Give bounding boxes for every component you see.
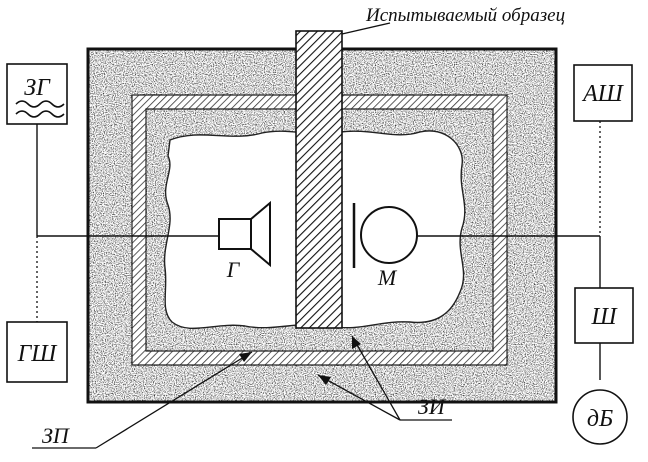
specimen-label: Испытываемый образец — [365, 5, 565, 26]
noise-generator-box-label: ГШ — [17, 341, 59, 367]
soundproof-label: ЗП — [42, 423, 70, 448]
test-specimen — [295, 30, 343, 329]
noise-meter-box: Ш — [574, 287, 634, 344]
speaker-label: Г — [226, 257, 241, 282]
dotted-links — [36, 121, 601, 322]
noise-generator-box: ГШ — [6, 321, 68, 383]
microphone-icon — [352, 203, 418, 268]
microphone-label: М — [377, 265, 398, 290]
db-meter: дБ — [572, 389, 628, 445]
generator-box: ЗГ — [6, 63, 68, 125]
db-meter-label: дБ — [587, 406, 613, 432]
analyzer-box: АШ — [573, 64, 633, 122]
leader-lines — [32, 22, 452, 449]
analyzer-box-label: АШ — [581, 81, 625, 107]
wiring — [36, 124, 601, 380]
generator-box-label: ЗГ — [24, 75, 51, 101]
sound-insulation-label: ЗИ — [418, 394, 446, 419]
speaker-icon — [218, 200, 271, 268]
insulation-wall — [131, 94, 508, 366]
noise-meter-box-label: Ш — [590, 304, 618, 330]
arrowheads — [239, 336, 361, 385]
